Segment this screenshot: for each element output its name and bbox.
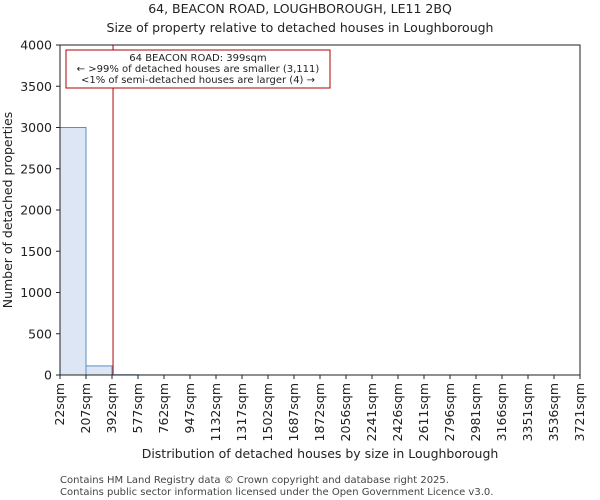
annotation-line-1: 64 BEACON ROAD: 399sqm [129, 53, 266, 64]
annotation-line-3: <1% of semi-detached houses are larger (… [81, 75, 315, 86]
footer-line-2: Contains public sector information licen… [60, 487, 493, 498]
x-axis-label: Distribution of detached houses by size … [142, 446, 499, 461]
x-tick-label-9: 1687sqm [286, 383, 301, 441]
x-tick-label-5: 947sqm [182, 383, 197, 433]
x-tick-label-19: 3536sqm [546, 383, 561, 441]
x-tick-label-13: 2426sqm [390, 383, 405, 441]
x-tick-label-16: 2981sqm [468, 383, 483, 441]
x-tick-label-14: 2611sqm [416, 383, 431, 441]
x-tick-label-0: 22sqm [52, 383, 67, 426]
x-tick-label-15: 2796sqm [442, 383, 457, 441]
axes-group [59, 44, 581, 376]
x-tick-label-8: 1502sqm [260, 383, 275, 441]
x-tick-label-7: 1317sqm [234, 383, 249, 441]
x-tick-label-3: 577sqm [130, 383, 145, 433]
annotation-box: 64 BEACON ROAD: 399sqm ← >99% of detache… [65, 49, 331, 89]
y-tick-label-8: 4000 [20, 38, 52, 53]
annotation-frame [65, 49, 331, 89]
x-tick-label-11: 2056sqm [338, 383, 353, 441]
y-tick-label-1: 500 [28, 326, 52, 341]
plot-frame [59, 44, 581, 376]
bars-group [59, 127, 191, 376]
chart-subtitle: Size of property relative to detached ho… [107, 20, 494, 35]
chart-title: 64, BEACON ROAD, LOUGHBOROUGH, LE11 2BQ [148, 1, 452, 16]
y-tick-label-4: 2000 [20, 203, 52, 218]
y-tick-label-3: 1500 [20, 244, 52, 259]
x-tick-label-17: 3166sqm [494, 383, 509, 441]
y-axis-label: Number of detached properties [0, 112, 15, 309]
y-tick-label-0: 0 [44, 368, 52, 383]
y-ticks-group: 0 500 1000 1500 2000 2500 3000 3500 4000 [20, 38, 60, 383]
x-ticks-group: 22sqm 207sqm 392sqm 577sqm 762sqm 947sqm 1132s… [52, 375, 587, 441]
y-tick-label-7: 3500 [20, 79, 52, 94]
x-tick-label-4: 762sqm [156, 383, 171, 433]
x-tick-label-20: 3721sqm [572, 383, 587, 441]
y-tick-label-6: 3000 [20, 120, 52, 135]
x-tick-label-6: 1132sqm [208, 383, 223, 441]
bar-1 [85, 365, 113, 376]
x-tick-label-10: 1872sqm [312, 383, 327, 441]
x-tick-label-2: 392sqm [104, 383, 119, 433]
bar-0 [59, 127, 87, 376]
x-tick-label-18: 3351sqm [520, 383, 535, 441]
x-tick-label-1: 207sqm [78, 383, 93, 433]
y-tick-label-5: 2500 [20, 161, 52, 176]
annotation-line-2: ← >99% of detached houses are smaller (3… [77, 64, 320, 75]
footer-line-1: Contains HM Land Registry data © Crown c… [60, 475, 449, 486]
x-tick-label-12: 2241sqm [364, 383, 379, 441]
y-tick-label-2: 1000 [20, 285, 52, 300]
